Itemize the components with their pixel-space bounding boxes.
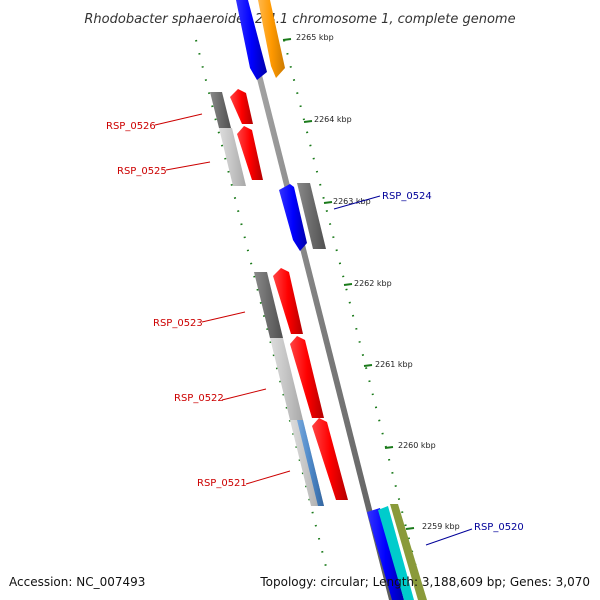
leader-line [425,528,473,546]
feature-block-dark[interactable] [210,92,231,128]
tick-label: 2262 kbp [354,279,392,288]
gene-label-rsp-0523[interactable]: RSP_0523 [153,318,203,329]
tick-mark [282,38,292,41]
gene-arrow-blue[interactable] [236,0,267,80]
tick-label: 2265 kbp [296,33,334,42]
tick-mark [343,283,353,286]
leader-line [333,195,381,210]
tick-label: 2260 kbp [398,441,436,450]
leader-line [201,311,246,323]
leader-line [221,388,267,401]
map-title: Rhodobacter sphaeroides 2.4.1 chromosome… [84,12,515,27]
tick-mark [303,120,313,123]
gene-arrow-red[interactable] [237,126,263,180]
gene-label-rsp-0526[interactable]: RSP_0526 [106,121,156,132]
tick-mark [363,364,373,367]
leader-line [165,161,211,171]
accession-text: Accession: NC_007493 [9,575,145,589]
gene-arrow-red[interactable] [230,89,253,124]
gene-arrow-olive[interactable] [390,504,427,600]
feature-block-light[interactable] [270,338,303,420]
gene-arrow-red[interactable] [312,418,348,500]
gene-label-rsp-0522[interactable]: RSP_0522 [174,393,224,404]
chromosome-backbone [237,0,395,600]
tick-mark [384,446,394,449]
outer-guide-line [283,39,419,576]
tick-mark [405,527,415,530]
gene-label-rsp-0520[interactable]: RSP_0520 [474,522,524,533]
gene-label-rsp-0524[interactable]: RSP_0524 [382,191,432,202]
feature-block-dark[interactable] [254,272,283,338]
gene-label-rsp-0525[interactable]: RSP_0525 [117,166,167,177]
gene-arrow-red[interactable] [290,336,324,418]
gene-arrow-blue[interactable] [279,184,307,251]
feature-block-dark[interactable] [297,183,326,249]
gene-arrow-cyan[interactable] [378,506,414,600]
gene-label-rsp-0521[interactable]: RSP_0521 [197,478,247,489]
tick-mark [323,201,333,204]
gene-arrow-red[interactable] [273,268,303,334]
major-ticks [282,38,415,530]
tick-label: 2263 kbp [333,197,371,206]
feature-block-steel[interactable] [297,420,324,506]
leader-line [245,470,291,485]
inner-guide-line [195,39,329,576]
leader-line [154,113,203,126]
tick-label: 2259 kbp [422,522,460,531]
gene-arrow-orange[interactable] [258,0,285,78]
tick-label: 2264 kbp [314,115,352,124]
gene-arrow-blue[interactable] [367,508,404,600]
feature-block-light[interactable] [219,128,246,186]
genome-summary-text: Topology: circular; Length: 3,188,609 bp… [259,575,590,589]
tick-label: 2261 kbp [375,360,413,369]
